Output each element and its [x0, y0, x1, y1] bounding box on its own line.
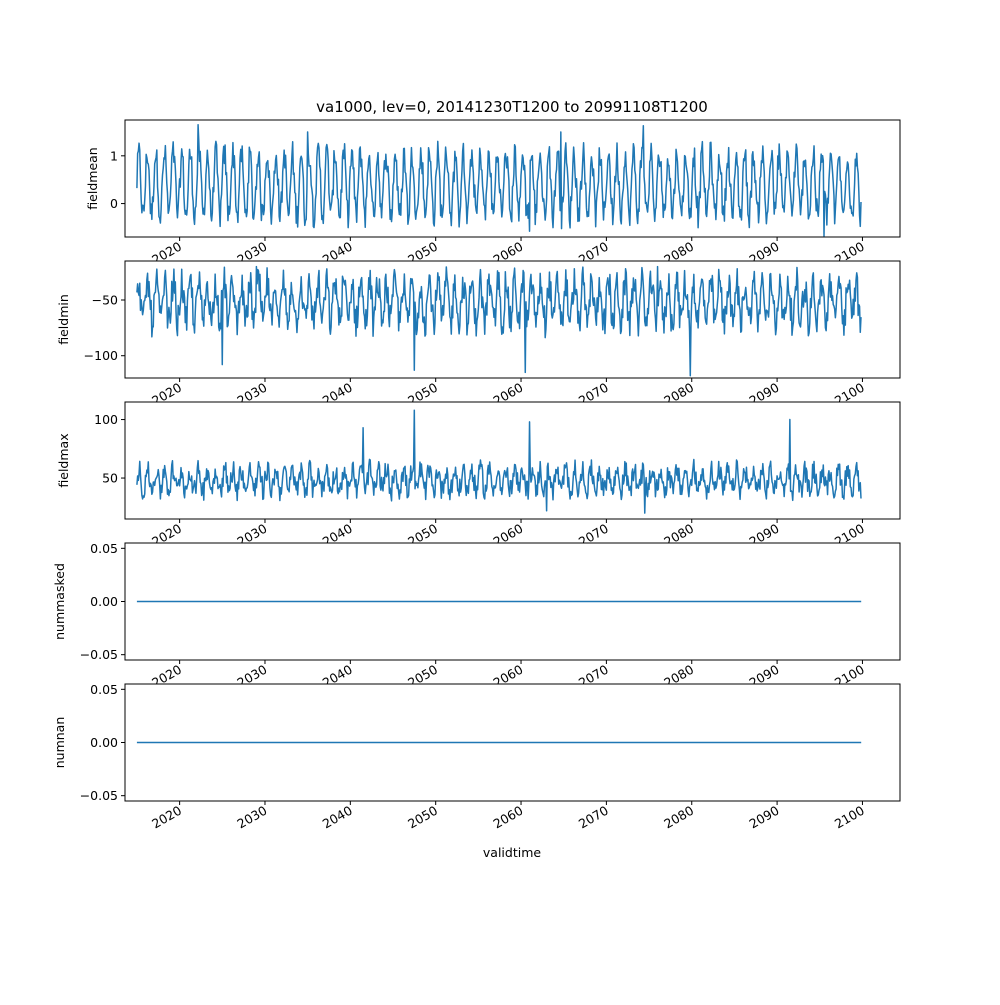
chart-title: va1000, lev=0, 20141230T1200 to 20991108…: [316, 98, 708, 116]
series-line-fieldmin: [136, 265, 862, 377]
x-tick-label: 2040: [320, 803, 355, 832]
series-line-fieldmean: [136, 124, 862, 237]
x-tick-label: 2090: [747, 803, 782, 832]
panel-frame: [124, 119, 901, 238]
x-tick-label: 2030: [234, 803, 269, 832]
x-tick-label: 2100: [832, 803, 867, 832]
y-axis-label: fieldmean: [85, 147, 100, 209]
y-tick-label: 0.05: [90, 682, 118, 697]
y-tick-label: −50: [92, 293, 118, 308]
y-axis-label: nummasked: [52, 563, 67, 640]
x-tick-label: 2050: [405, 803, 440, 832]
y-tick-label: 1: [110, 148, 118, 163]
panels-layer: 0 1 fieldmean 2020 2030 2040 2050 2060 2070 2080 2…: [52, 119, 901, 832]
y-tick-label: 0: [110, 196, 118, 211]
panel-numnan: −0.05 0.00 0.05 numnan 2020 2030 2040 2050 2060 2…: [52, 682, 901, 832]
panel-background: [125, 402, 900, 519]
x-tick-label: 2080: [661, 803, 696, 832]
y-tick-label: −0.05: [80, 788, 118, 803]
y-tick-label: −100: [84, 348, 118, 363]
x-tick-label: 2020: [149, 803, 184, 832]
panel-frame: [124, 401, 901, 520]
x-tick-label: 2060: [490, 803, 525, 832]
y-tick-label: 50: [102, 471, 118, 486]
y-axis-label: fieldmax: [56, 433, 71, 487]
y-tick-label: 0.00: [90, 735, 118, 750]
x-axis-label: validtime: [483, 845, 541, 860]
y-axis-label: fieldmin: [56, 294, 71, 345]
y-tick-label: −0.05: [80, 647, 118, 662]
x-tick-label: 2070: [576, 803, 611, 832]
y-axis-label: numnan: [52, 717, 67, 769]
y-tick-label: 0.05: [90, 541, 118, 556]
series-line-fieldmax: [136, 409, 862, 514]
y-tick-label: 100: [94, 412, 118, 427]
y-tick-label: 0.00: [90, 594, 118, 609]
panel-frame: [124, 260, 901, 379]
